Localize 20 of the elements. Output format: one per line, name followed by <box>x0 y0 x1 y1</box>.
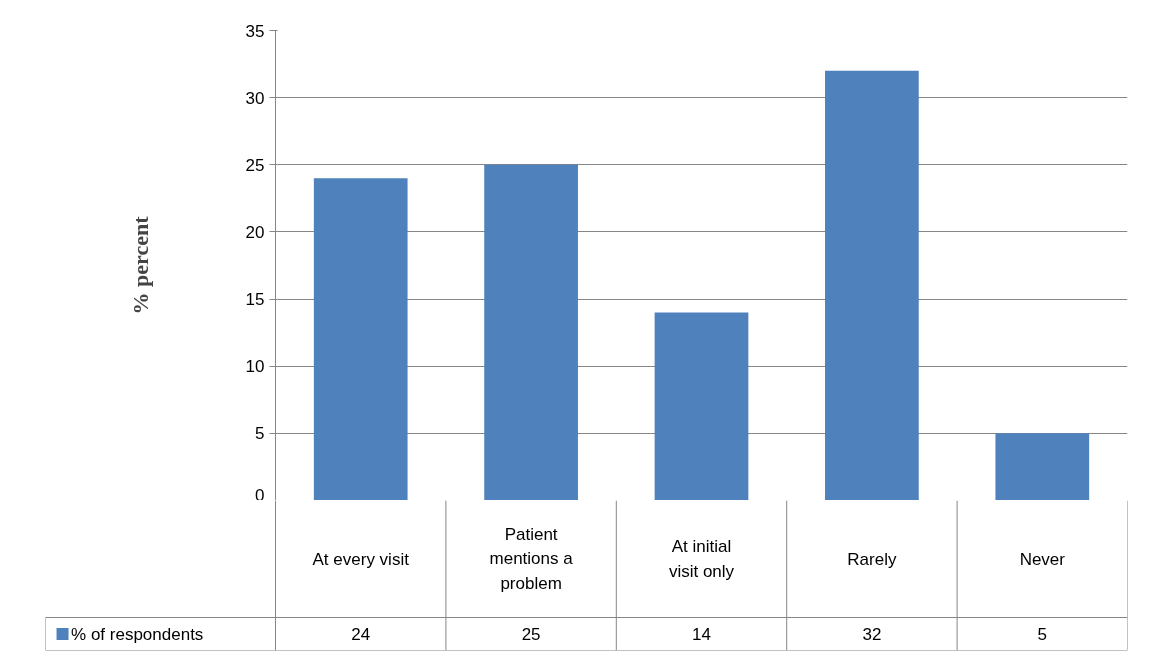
data-label: 32 <box>862 625 882 644</box>
data-label: 14 <box>692 625 711 644</box>
y-tick-label: 5 <box>255 424 265 444</box>
x-tick-label: At every visit <box>312 549 410 569</box>
y-tick-label: 10 <box>245 357 265 377</box>
data-label: 5 <box>1037 625 1048 644</box>
y-tick-label: 15 <box>245 290 265 310</box>
legend-label: % of respondents <box>71 624 204 644</box>
y-tick-label: 25 <box>245 155 265 175</box>
data-label: 25 <box>521 625 541 644</box>
y-tick-label: 30 <box>245 88 265 108</box>
x-tick-label: Rarely <box>847 549 897 569</box>
y-axis-title: % percent <box>127 215 153 315</box>
y-tick-label: 20 <box>245 222 265 242</box>
x-tick-label: Never <box>1019 549 1066 569</box>
x-tick-label: Patient mentions a problem <box>489 524 574 594</box>
x-tick-label: At initial visit only <box>668 537 735 581</box>
data-label: 24 <box>351 625 371 644</box>
y-tick-label: 0 <box>255 485 265 505</box>
y-tick-label: 35 <box>245 21 265 41</box>
